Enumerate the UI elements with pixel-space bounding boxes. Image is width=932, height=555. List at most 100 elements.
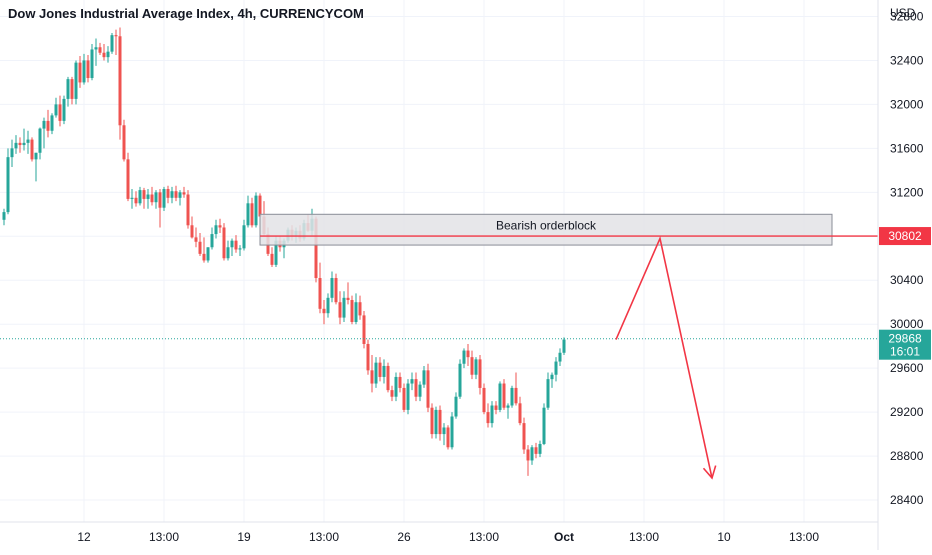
time-tick-label: 26: [397, 530, 411, 544]
candle-body: [334, 278, 338, 303]
candle-body: [486, 412, 490, 424]
candle-body: [106, 51, 110, 58]
orderblock-level-tag: 30802: [879, 227, 931, 246]
candle-body: [238, 248, 242, 250]
candle: [382, 359, 386, 384]
candle-body: [326, 297, 330, 314]
candle-body: [58, 104, 62, 121]
candle: [562, 337, 566, 355]
candle-body: [406, 383, 410, 410]
price-tick-label: 32000: [890, 97, 924, 111]
candle-body: [2, 212, 6, 220]
price-tick-label: 32400: [890, 53, 924, 67]
candle: [182, 186, 186, 198]
candle: [190, 216, 194, 239]
candle-body: [82, 60, 86, 83]
candle-body: [90, 49, 94, 79]
candle-body: [126, 159, 130, 199]
candle-body: [454, 396, 458, 417]
candle-body: [166, 189, 170, 198]
candle: [26, 130, 30, 154]
candle-body: [234, 240, 238, 250]
candle-body: [178, 192, 182, 198]
candle: [30, 137, 34, 162]
candle: [134, 191, 138, 207]
candle: [186, 190, 190, 229]
candle: [254, 192, 258, 228]
candle: [150, 186, 154, 206]
candle: [146, 189, 150, 209]
candle: [154, 190, 158, 209]
candle-body: [474, 359, 478, 375]
candle: [518, 396, 522, 426]
candle-body: [410, 379, 414, 384]
candle-body: [50, 115, 54, 131]
candle: [78, 56, 82, 88]
annotations: Bearish orderblock: [0, 213, 878, 480]
candle: [86, 54, 90, 83]
candle-body: [386, 365, 390, 391]
candle: [426, 363, 430, 413]
candle-body: [358, 302, 362, 316]
candle: [58, 95, 62, 127]
time-tick-label: 13:00: [469, 530, 499, 544]
candle-body: [370, 370, 374, 384]
candle: [106, 46, 110, 63]
candle-body: [462, 350, 466, 364]
candle: [346, 282, 350, 305]
candle: [6, 148, 10, 215]
price-axis: 2840028800292002960030000304003080031200…: [879, 9, 931, 507]
candle-body: [14, 142, 18, 149]
time-tick-label: 19: [237, 530, 251, 544]
candle-body: [246, 203, 250, 226]
candle: [326, 293, 330, 318]
time-tick-label: 13:00: [629, 530, 659, 544]
candle-body: [562, 339, 566, 353]
candle-body: [182, 192, 186, 195]
candle-body: [54, 104, 58, 116]
candle: [90, 43, 94, 81]
candle-body: [402, 387, 406, 410]
candle-body: [138, 190, 142, 204]
candle-body: [414, 379, 418, 397]
candle-body: [526, 449, 530, 461]
candle: [18, 137, 22, 153]
last-price-value: 29868: [888, 332, 922, 346]
candle: [66, 76, 70, 107]
candle-body: [378, 362, 382, 377]
price-tick-label: 29600: [890, 361, 924, 375]
candle-body: [362, 315, 366, 344]
candle-body: [382, 365, 386, 377]
candle: [526, 445, 530, 476]
candle-body: [550, 374, 554, 380]
candle-body: [194, 237, 198, 242]
candle-body: [350, 300, 354, 322]
candle-body: [214, 225, 218, 235]
candle: [390, 385, 394, 402]
candle-body: [142, 190, 146, 199]
candle-body: [530, 447, 534, 461]
candle-body: [534, 447, 538, 454]
candle: [218, 218, 222, 233]
candle-body: [318, 278, 322, 309]
candle: [74, 60, 78, 105]
candle-body: [258, 195, 262, 217]
candle-body: [74, 62, 78, 99]
time-tick-label: Oct: [554, 530, 574, 544]
time-axis: 12 13:00 19 13:00 26 13:00 Oct 13:00 10 13:00: [77, 530, 819, 544]
price-tick-label: 28400: [890, 493, 924, 507]
candle: [54, 97, 58, 118]
candle: [374, 357, 378, 388]
candle-body: [354, 302, 358, 322]
candle-body: [442, 427, 446, 435]
candle-body: [522, 423, 526, 450]
candle: [430, 403, 434, 439]
candle: [514, 372, 518, 406]
candle: [506, 403, 510, 419]
candle: [206, 247, 210, 263]
candle: [34, 152, 38, 182]
candle-body: [346, 297, 350, 301]
candle: [322, 300, 326, 325]
